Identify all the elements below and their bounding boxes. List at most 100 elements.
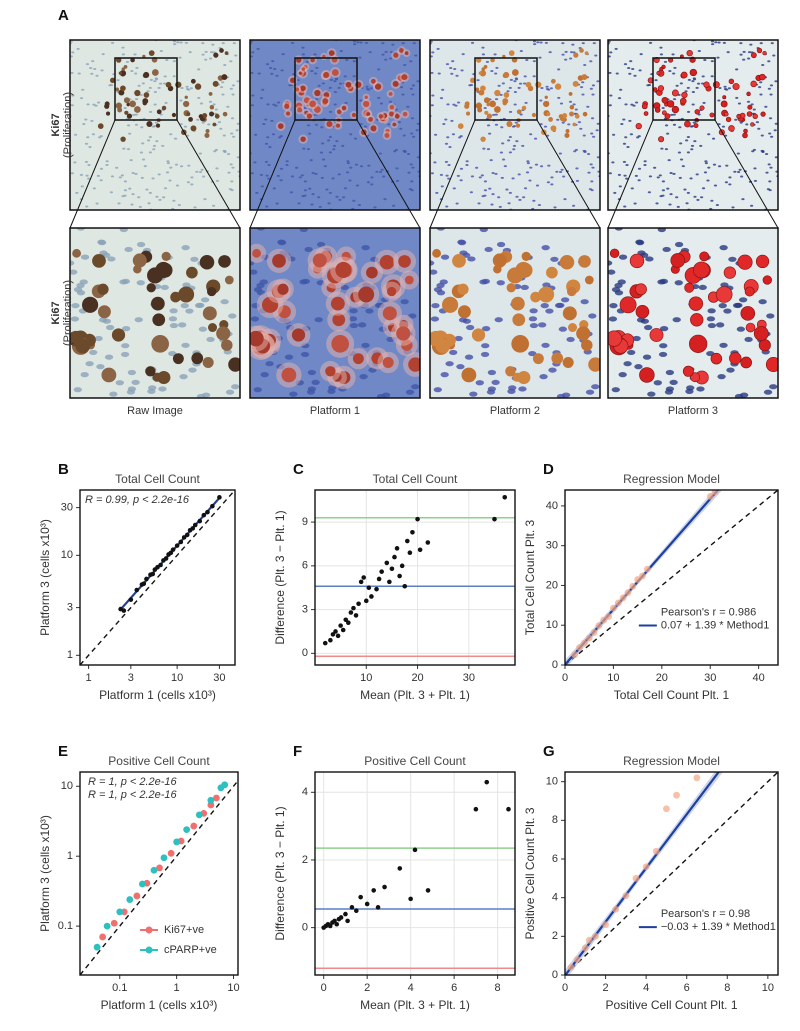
point (128, 597, 134, 602)
cell (397, 121, 402, 124)
cell (567, 123, 571, 126)
x-tick-label: 10 (607, 672, 619, 684)
cell (410, 180, 414, 183)
point (361, 575, 367, 580)
cell (538, 56, 542, 59)
cell (329, 78, 333, 81)
cell (714, 41, 718, 44)
cell (499, 151, 504, 154)
cell (126, 113, 133, 119)
cell (285, 160, 289, 163)
cell (76, 290, 86, 296)
cell (506, 120, 513, 128)
cell (488, 187, 492, 190)
cell (734, 302, 743, 308)
cell (643, 111, 649, 116)
cell (753, 167, 757, 170)
cell (387, 123, 391, 126)
cell (508, 191, 512, 194)
cell (512, 125, 517, 128)
cell (470, 175, 475, 178)
cell (172, 75, 176, 78)
y-tick-label: 6 (552, 853, 558, 865)
cell (662, 246, 671, 253)
cell (121, 278, 131, 284)
cell (275, 74, 279, 77)
point (375, 905, 381, 910)
cell (97, 283, 109, 295)
cell (346, 160, 350, 163)
cell (186, 266, 198, 279)
cell (464, 354, 474, 360)
cell (690, 144, 695, 147)
cell (159, 113, 163, 116)
cell (731, 206, 735, 209)
cell (132, 113, 136, 116)
point (417, 547, 423, 553)
cell (366, 266, 378, 279)
cell (500, 176, 504, 179)
cell (528, 316, 538, 322)
cell (468, 84, 472, 87)
cell (460, 69, 464, 72)
cell (284, 103, 290, 109)
cell (622, 142, 627, 145)
cell (535, 184, 540, 187)
point (343, 911, 348, 917)
cell (659, 278, 669, 284)
cell (109, 77, 116, 84)
cell (716, 322, 725, 328)
cell (348, 316, 358, 322)
cell (704, 162, 708, 165)
cell (574, 148, 578, 151)
cell (461, 53, 465, 56)
cell (572, 80, 579, 87)
cell (608, 269, 616, 275)
cell (312, 253, 327, 268)
cell (123, 194, 127, 197)
cell (536, 41, 540, 44)
x-tick-label: 20 (411, 672, 423, 684)
y-tick-label: 2 (552, 930, 558, 942)
cell (410, 132, 414, 135)
cell (154, 121, 158, 124)
cell (148, 50, 155, 56)
cell (562, 113, 568, 119)
cell (190, 176, 194, 179)
point (624, 589, 632, 597)
cell (546, 181, 551, 184)
cell (653, 380, 662, 386)
cell (303, 180, 308, 183)
cell (539, 123, 543, 126)
cell (493, 53, 497, 56)
point (334, 921, 340, 927)
cell (501, 142, 505, 145)
cell (670, 253, 686, 268)
cell (367, 88, 371, 91)
cell (314, 123, 319, 126)
cell (586, 105, 590, 108)
cell (208, 100, 213, 103)
point (622, 892, 630, 900)
x-tick-label: 0 (321, 982, 327, 994)
cell (207, 323, 218, 333)
cell (444, 142, 449, 145)
cell (735, 96, 739, 99)
zoom-line (69, 119, 116, 229)
cell (181, 245, 190, 251)
cell (736, 113, 742, 119)
cell (511, 69, 519, 76)
cell (659, 326, 669, 332)
cell (544, 41, 548, 44)
cell (165, 81, 172, 88)
cell (514, 121, 518, 124)
cell (569, 111, 575, 117)
x-axis-label: Mean (Plt. 3 + Plt. 1) (360, 998, 470, 1012)
cell (126, 389, 136, 395)
cell (129, 159, 133, 162)
cell (320, 126, 324, 129)
cell (343, 75, 347, 78)
y-tick-label: 10 (546, 619, 558, 631)
cell (774, 156, 778, 159)
cell (725, 88, 729, 91)
